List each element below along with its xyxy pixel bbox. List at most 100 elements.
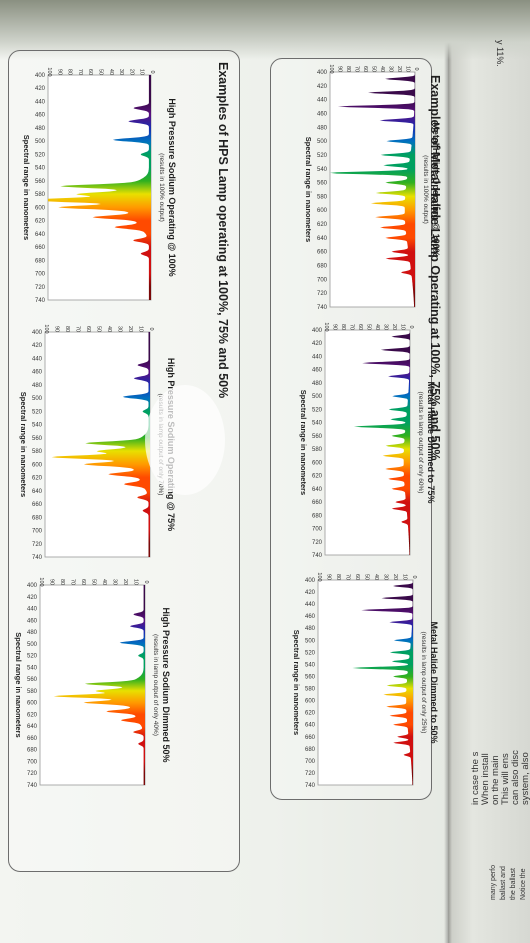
- x-tick-label: 620: [27, 712, 38, 718]
- x-tick-label: 620: [305, 711, 316, 717]
- y-tick-label: 50: [366, 324, 372, 330]
- x-tick-label: 420: [35, 86, 46, 92]
- y-tick-label: 40: [379, 66, 385, 72]
- x-tick-label: 540: [32, 423, 43, 429]
- x-tick-label: 560: [305, 674, 316, 680]
- y-tick-label: 20: [122, 579, 128, 585]
- x-axis-label: Spectral range in nanometers: [22, 135, 31, 240]
- x-tick-label: 660: [35, 245, 46, 251]
- y-tick-label: 10: [402, 574, 408, 580]
- spectral-chart: 100 90 80 70 60 50 40 30 20 10 0400420440460480500…: [14, 577, 171, 789]
- y-tick-label: 90: [49, 579, 55, 585]
- x-tick-label: 520: [305, 650, 316, 656]
- plot-area: [317, 579, 414, 786]
- x-tick-label: 680: [312, 513, 323, 519]
- x-tick-label: 720: [27, 771, 38, 777]
- x-tick-label: 540: [312, 421, 323, 427]
- y-tick-label: 80: [64, 326, 70, 332]
- x-tick-label: 700: [312, 527, 323, 533]
- x-tick-label: 540: [27, 665, 38, 671]
- x-tick-label: 440: [35, 99, 46, 105]
- x-tick-label: 580: [27, 689, 38, 695]
- x-tick-label: 660: [32, 502, 43, 508]
- y-tick-label: 100: [43, 324, 49, 333]
- x-tick-label: 700: [305, 759, 316, 765]
- spectral-chart: 100 90 80 70 60 50 40 30 20 10 0400420440460480500…: [304, 64, 441, 311]
- x-tick-label: 460: [35, 113, 46, 119]
- y-tick-label: 0: [413, 67, 419, 70]
- y-tick-label: 40: [374, 324, 380, 330]
- x-tick-label: 740: [305, 783, 316, 789]
- y-tick-label: 100: [328, 64, 334, 73]
- light-glare: [145, 385, 225, 495]
- x-tick-label: 580: [32, 449, 43, 455]
- y-tick-label: 80: [59, 579, 65, 585]
- x-tick-label: 480: [35, 126, 46, 132]
- x-tick-label: 520: [35, 152, 46, 158]
- x-tick-label: 620: [317, 222, 328, 228]
- y-tick-label: 20: [396, 66, 402, 72]
- x-tick-label: 440: [312, 354, 323, 360]
- x-tick-label: 700: [27, 759, 38, 765]
- y-tick-label: 10: [133, 579, 139, 585]
- x-tick-label: 600: [317, 208, 328, 214]
- y-tick-label: 50: [364, 574, 370, 580]
- y-tick-label: 80: [345, 66, 351, 72]
- x-tick-label: 500: [32, 396, 43, 402]
- page-fold-shadow: [444, 0, 452, 943]
- y-tick-label: 80: [67, 69, 73, 75]
- x-tick-label: 560: [35, 179, 46, 185]
- y-tick-label: 70: [354, 66, 360, 72]
- x-tick-label: 440: [317, 98, 328, 104]
- y-tick-label: 10: [138, 326, 144, 332]
- y-tick-label: 20: [391, 324, 397, 330]
- y-tick-label: 20: [392, 574, 398, 580]
- x-tick-label: 400: [32, 330, 43, 336]
- y-tick-label: 30: [383, 574, 389, 580]
- x-tick-label: 660: [305, 735, 316, 741]
- x-tick-label: 680: [32, 515, 43, 521]
- x-tick-label: 480: [32, 383, 43, 389]
- x-tick-label: 640: [312, 487, 323, 493]
- x-tick-label: 520: [317, 153, 328, 159]
- x-tick-label: 700: [32, 529, 43, 535]
- x-tick-label: 520: [32, 409, 43, 415]
- chart-title: Metal Halide Dimmed to 50%: [429, 621, 439, 743]
- y-tick-label: 50: [96, 326, 102, 332]
- spectral-chart: 100 90 80 70 60 50 40 30 20 10 0400420440460480500…: [22, 67, 177, 304]
- x-tick-label: 540: [317, 167, 328, 173]
- x-tick-label: 460: [32, 370, 43, 376]
- x-tick-label: 720: [312, 540, 323, 546]
- x-tick-label: 740: [27, 783, 38, 789]
- chart-subtitle: (results in 100% output): [158, 153, 165, 222]
- y-tick-label: 30: [117, 326, 123, 332]
- y-tick-label: 70: [345, 574, 351, 580]
- spectrum-area: [48, 75, 151, 300]
- y-tick-label: 0: [143, 580, 149, 583]
- x-tick-label: 720: [305, 771, 316, 777]
- x-tick-label: 400: [35, 73, 46, 79]
- x-tick-label: 740: [312, 553, 323, 559]
- y-tick-label: 100: [323, 322, 329, 331]
- x-tick-label: 700: [317, 277, 328, 283]
- y-tick-label: 0: [149, 70, 155, 73]
- y-tick-label: 70: [75, 326, 81, 332]
- y-tick-label: 0: [408, 325, 414, 328]
- x-tick-label: 740: [317, 305, 328, 311]
- plot-area: [329, 71, 416, 308]
- x-tick-label: 680: [305, 747, 316, 753]
- x-tick-label: 580: [312, 447, 323, 453]
- y-tick-label: 10: [405, 66, 411, 72]
- y-tick-label: 90: [337, 66, 343, 72]
- y-tick-label: 30: [112, 579, 118, 585]
- x-tick-label: 440: [27, 607, 38, 613]
- x-tick-label: 680: [27, 748, 38, 754]
- x-tick-label: 660: [312, 500, 323, 506]
- chart-subtitle: (results in lamp output of only 25%): [420, 632, 427, 734]
- y-tick-label: 80: [340, 324, 346, 330]
- x-tick-label: 520: [27, 654, 38, 660]
- x-tick-label: 600: [35, 205, 46, 211]
- x-tick-label: 520: [312, 407, 323, 413]
